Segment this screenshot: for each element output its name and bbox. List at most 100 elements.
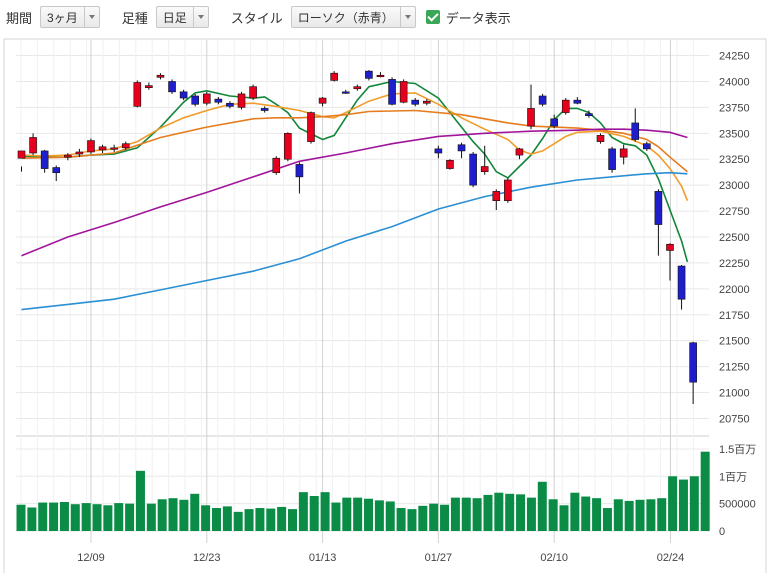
- candle-up: [353, 86, 362, 90]
- candle-down: [411, 99, 420, 105]
- volume-tick-label: 500000: [719, 499, 756, 511]
- candle-up: [515, 148, 524, 156]
- x-tick-label: 12/09: [77, 552, 105, 564]
- footstep-select[interactable]: 日足: [155, 6, 209, 28]
- price-tick-label: 21250: [719, 362, 750, 374]
- stock-chart: 24250 24000 23750 23500 23250 23000 22750 22500…: [3, 38, 767, 576]
- chart-toolbar: 期間 3ヶ月 足種 日足 スタイル ローソク（赤青） データ表示: [0, 0, 768, 34]
- volume-bar: [49, 502, 59, 531]
- volume-bar: [146, 503, 156, 531]
- candle-down: [341, 91, 350, 94]
- candle-up: [133, 82, 142, 107]
- candle-down: [260, 108, 269, 111]
- volume-bar: [27, 507, 37, 531]
- volume-bar: [320, 492, 330, 531]
- period-chevron-down-icon[interactable]: [83, 7, 99, 27]
- volume-bar: [635, 499, 645, 531]
- volume-bar: [309, 495, 319, 531]
- volume-bar: [92, 504, 102, 531]
- moving-average-ma200: [21, 171, 688, 311]
- volume-bar: [179, 499, 189, 531]
- style-select[interactable]: ローソク（赤青）: [290, 6, 416, 28]
- period-select[interactable]: 3ヶ月: [40, 6, 100, 28]
- volume-bar: [668, 476, 678, 531]
- candle-up: [619, 148, 628, 158]
- candle-up: [492, 191, 501, 202]
- style-chevron-down-icon[interactable]: [399, 7, 415, 27]
- x-tick-label: 02/24: [657, 552, 685, 564]
- volume-bar: [570, 492, 580, 531]
- price-tick-label: 21000: [719, 388, 750, 400]
- candle-up: [249, 86, 257, 99]
- candle-up: [422, 100, 431, 104]
- candle-down: [689, 342, 697, 383]
- moving-average-ma75: [21, 128, 688, 257]
- candle-down: [538, 95, 547, 105]
- footstep-label: 足種: [121, 10, 148, 26]
- candle-down: [179, 91, 188, 99]
- volume-bar: [592, 498, 602, 531]
- candle-up: [75, 151, 84, 155]
- chart-area[interactable]: 24250 24000 23750 23500 23250 23000 22750 22500…: [0, 34, 768, 576]
- volume-bar: [211, 508, 221, 531]
- footstep-chevron-down-icon[interactable]: [192, 7, 208, 27]
- volume-bar: [689, 476, 699, 531]
- candle-up: [17, 150, 26, 159]
- volume-bar: [255, 508, 265, 531]
- volume-bar: [168, 498, 178, 531]
- candle-down: [168, 81, 176, 93]
- volume-bar: [494, 492, 504, 531]
- volume-bar: [277, 506, 287, 531]
- candle-up: [666, 243, 674, 251]
- candle-down: [677, 265, 686, 300]
- period-select-value: 3ヶ月: [47, 10, 78, 25]
- volume-bar: [114, 503, 124, 531]
- volume-bar: [364, 498, 374, 531]
- period-label: 期間: [6, 10, 33, 26]
- volume-bar: [201, 505, 211, 531]
- candle-up: [504, 179, 512, 202]
- x-tick-label: 02/10: [540, 552, 568, 564]
- price-tick-label: 24000: [719, 76, 750, 88]
- footstep-select-value: 日足: [162, 10, 187, 25]
- data-display-checkbox-icon[interactable]: [425, 10, 440, 24]
- volume-bar: [461, 497, 471, 531]
- candle-down: [434, 148, 443, 154]
- volume-bar: [657, 498, 667, 531]
- candle-up: [237, 93, 246, 108]
- candle-up: [110, 147, 118, 150]
- volume-bar: [81, 503, 91, 531]
- volume-bar: [222, 506, 232, 531]
- candle-up: [284, 133, 292, 160]
- candle-up: [29, 137, 37, 154]
- volume-bar: [266, 508, 276, 531]
- candle-up: [121, 143, 130, 149]
- volume-bar: [483, 494, 493, 531]
- volume-bar: [613, 499, 623, 531]
- candle-up: [307, 112, 315, 142]
- style-label: スタイル: [230, 10, 283, 26]
- volume-tick-label: 1百万: [719, 471, 747, 483]
- x-tick-label: 01/13: [309, 552, 337, 564]
- candle-up: [376, 74, 385, 78]
- volume-bar: [516, 494, 526, 531]
- volume-tick-label: 1.5百万: [719, 444, 756, 456]
- candle-up: [64, 154, 72, 158]
- volume-bar: [602, 508, 612, 531]
- volume-bar: [700, 451, 710, 531]
- volume-bar: [385, 501, 395, 531]
- candle-down: [469, 153, 477, 186]
- volume-bar: [440, 504, 450, 531]
- style-select-value: ローソク（赤青）: [297, 10, 394, 25]
- candle-down: [52, 167, 61, 174]
- volume-bar: [157, 499, 167, 531]
- candle-up: [561, 99, 570, 113]
- volume-bar: [559, 505, 569, 531]
- volume-bar: [190, 493, 200, 531]
- volume-bar: [38, 502, 48, 531]
- volume-bar: [505, 493, 515, 531]
- candle-up: [145, 85, 153, 88]
- candle-down: [191, 95, 199, 105]
- volume-bar: [125, 503, 135, 531]
- data-display-label[interactable]: データ表示: [445, 10, 511, 26]
